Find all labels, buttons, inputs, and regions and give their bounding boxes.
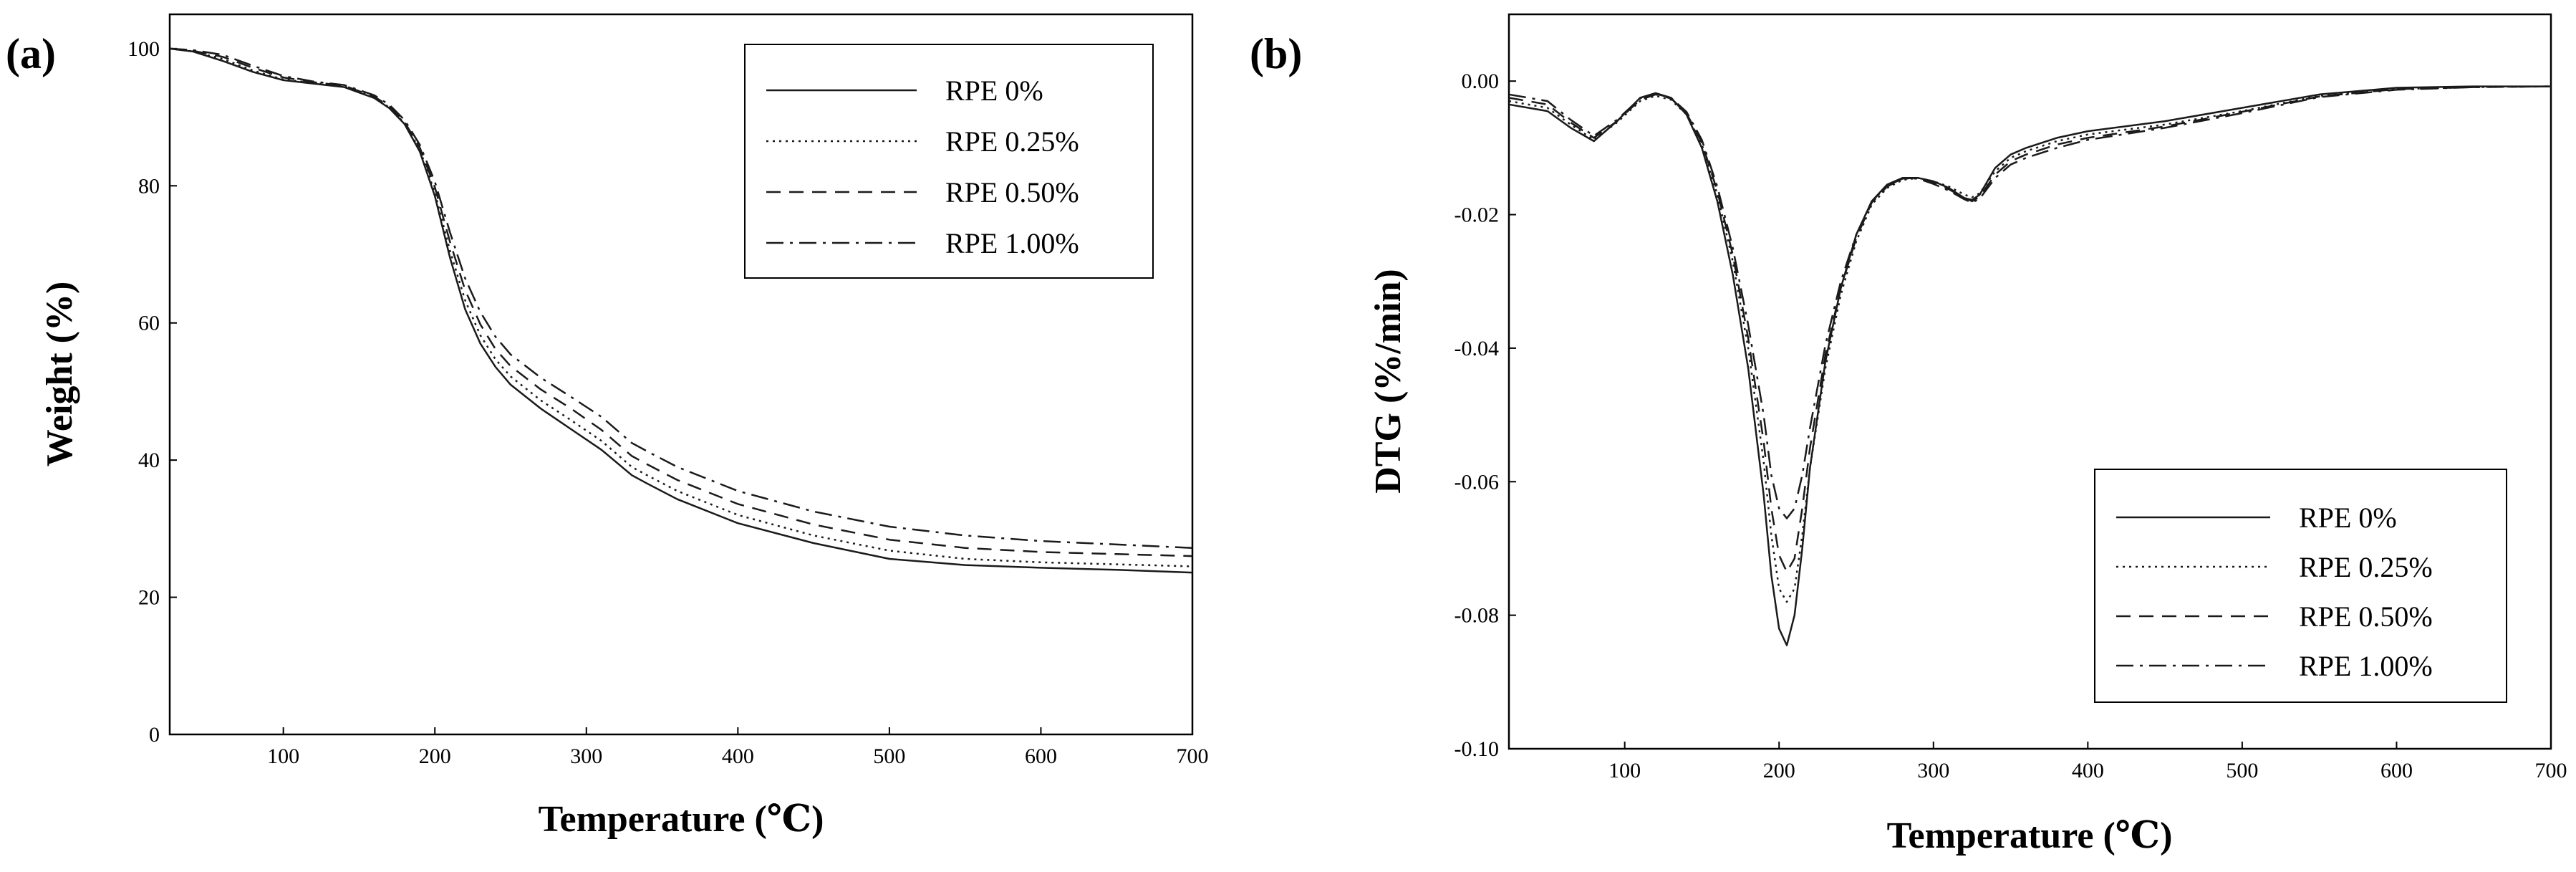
panel-label-a: (a)	[6, 30, 56, 77]
x-tick-label-a-300: 300	[570, 744, 602, 768]
plot-frame-b	[1508, 13, 2552, 750]
x-tick-label-a-400: 400	[722, 744, 754, 768]
y-tick-label-a-2: 40	[138, 449, 160, 472]
legend-b: RPE 0% RPE 0.25% RPE 0.50% RPE 1.00%	[2094, 469, 2507, 703]
legend-label-b-rpe-100: RPE 1.00%	[2299, 650, 2433, 682]
axes-b: 100 200 300 400 500 600 700 0.00 -0.02 -0.04 -0.06…	[1455, 70, 2567, 782]
legend-label-a-rpe-025: RPE 0.25%	[945, 125, 1079, 158]
y-tick-label-a-3: 60	[138, 312, 160, 335]
chart-panel-a: (a) 100 200 300 400 500 600 700 0 20 40 60 80 100 We…	[6, 13, 1209, 840]
x-tick-label-a-100: 100	[267, 744, 299, 768]
y-tick-label-b-0: 0.00	[1462, 70, 1500, 93]
legend-label-b-rpe-0: RPE 0%	[2299, 502, 2397, 534]
series-layer-b	[1508, 85, 2552, 646]
x-tick-label-a-600: 600	[1025, 744, 1057, 768]
x-tick-label-a-500: 500	[873, 744, 905, 768]
plot-frame-a	[168, 13, 1194, 736]
x-axis-label-b: Temperature (℃)	[1887, 815, 2173, 856]
y-tick-label-b-2: -0.04	[1455, 337, 1500, 360]
legend-label-a-rpe-100: RPE 1.00%	[945, 227, 1079, 259]
x-tick-label-a-700: 700	[1177, 744, 1209, 768]
series-line-a-rpe-1-00	[169, 47, 1193, 549]
axes-a: 100 200 300 400 500 600 700 0 20 40 60 80 100	[127, 37, 1209, 768]
chart-panel-b: (b) 100 200 300 400 500 600 700 0.00 -0.02 -0.04 -…	[1250, 13, 2567, 856]
x-tick-label-b-700: 700	[2535, 759, 2567, 782]
y-tick-label-b-3: -0.06	[1455, 470, 1500, 494]
x-axis-label-a: Temperature (℃)	[539, 799, 824, 840]
y-tick-label-a-4: 80	[138, 174, 160, 198]
y-axis-label-b: DTG (%/min)	[1368, 269, 1409, 493]
legend-label-b-rpe-025: RPE 0.25%	[2299, 551, 2433, 583]
legend-label-a-rpe-0: RPE 0%	[945, 75, 1043, 107]
x-tick-label-b-600: 600	[2380, 759, 2413, 782]
x-tick-label-b-400: 400	[2072, 759, 2104, 782]
y-tick-label-a-1: 20	[138, 586, 160, 610]
x-tick-label-b-200: 200	[1763, 759, 1795, 782]
series-layer-a	[169, 47, 1193, 574]
x-tick-label-b-300: 300	[1917, 759, 1949, 782]
legend-label-b-rpe-050: RPE 0.50%	[2299, 600, 2433, 633]
y-tick-label-b-5: -0.10	[1455, 737, 1500, 761]
x-tick-label-b-100: 100	[1608, 759, 1641, 782]
legend-box-b	[2094, 469, 2507, 703]
x-tick-label-b-500: 500	[2226, 759, 2258, 782]
y-tick-label-b-1: -0.02	[1455, 203, 1500, 227]
y-axis-label-a: Weight (%)	[39, 282, 80, 467]
legend-a: RPE 0% RPE 0.25% RPE 0.50% RPE 1.00%	[744, 44, 1154, 279]
legend-label-a-rpe-050: RPE 0.50%	[945, 176, 1079, 209]
legend-box-a	[744, 44, 1154, 279]
panel-label-b: (b)	[1250, 30, 1302, 77]
x-tick-label-a-200: 200	[419, 744, 451, 768]
y-tick-label-b-4: -0.08	[1455, 604, 1500, 628]
y-tick-label-a-0: 0	[149, 723, 160, 747]
series-line-b-rpe-1-00	[1508, 85, 2552, 519]
series-line-b-rpe-0-25	[1508, 85, 2552, 603]
y-tick-label-a-5: 100	[127, 37, 160, 61]
